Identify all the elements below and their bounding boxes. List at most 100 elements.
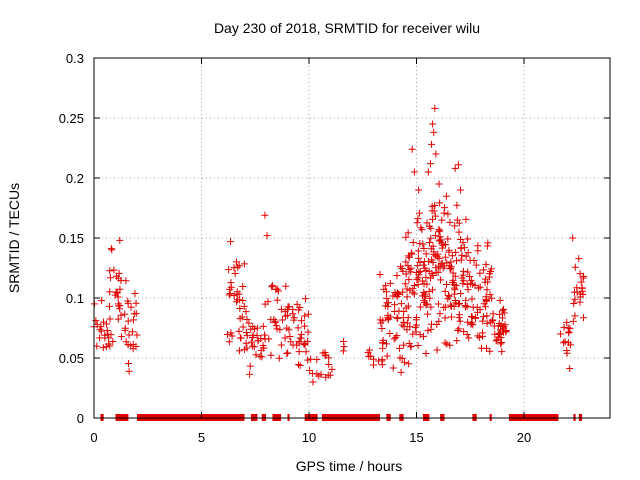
data-point — [457, 256, 465, 264]
data-point — [429, 215, 437, 223]
data-point — [432, 268, 440, 276]
data-point — [106, 288, 114, 296]
data-point — [247, 338, 255, 346]
data-point — [571, 312, 579, 320]
data-point — [304, 328, 312, 336]
x-tick-label: 15 — [409, 430, 423, 445]
data-point — [116, 236, 124, 244]
data-point — [425, 287, 433, 295]
data-point — [236, 296, 244, 304]
data-point — [414, 215, 422, 223]
data-point — [405, 276, 413, 284]
data-point — [416, 268, 424, 276]
data-point — [232, 258, 240, 266]
data-point — [121, 310, 129, 318]
data-point — [98, 297, 106, 305]
data-point — [455, 228, 463, 236]
data-point — [464, 235, 472, 243]
data-point — [239, 296, 247, 304]
data-point — [256, 352, 264, 360]
data-point — [245, 319, 253, 327]
data-point — [428, 256, 436, 264]
data-point — [286, 332, 294, 340]
data-point — [434, 300, 442, 308]
data-point — [465, 334, 473, 342]
data-point — [483, 319, 491, 327]
data-point — [404, 314, 412, 322]
data-point — [458, 251, 466, 259]
data-point — [422, 350, 430, 358]
data-point — [427, 325, 435, 333]
data-point — [103, 326, 111, 334]
data-point — [93, 320, 101, 328]
data-point — [560, 323, 568, 331]
data-point — [116, 285, 124, 293]
data-point — [384, 303, 392, 311]
data-point — [294, 324, 302, 332]
data-point — [427, 234, 435, 242]
data-point — [386, 330, 394, 338]
data-point — [448, 252, 456, 260]
data-point — [422, 250, 430, 258]
data-point — [424, 327, 432, 335]
data-point — [429, 120, 437, 128]
data-point — [234, 263, 242, 271]
data-point — [240, 260, 248, 268]
data-point — [242, 339, 250, 347]
data-point — [243, 332, 251, 340]
data-point — [426, 294, 434, 302]
data-point — [412, 328, 420, 336]
data-point — [422, 273, 430, 281]
data-point — [447, 258, 455, 266]
data-point — [566, 324, 574, 332]
data-point — [429, 242, 437, 250]
data-point — [407, 249, 415, 257]
y-tick-label: 0.05 — [59, 351, 84, 366]
data-point — [451, 222, 459, 230]
data-point — [428, 140, 436, 148]
data-point — [297, 317, 305, 325]
data-point — [115, 302, 123, 310]
data-point — [453, 201, 461, 209]
data-point — [496, 296, 504, 304]
data-point — [462, 215, 470, 223]
data-point — [468, 295, 476, 303]
data-point — [272, 322, 280, 330]
data-point — [466, 273, 474, 281]
data-point — [231, 269, 239, 277]
data-point — [500, 309, 508, 317]
data-point — [467, 276, 475, 284]
data-point — [278, 316, 286, 324]
data-point — [277, 305, 285, 313]
data-point — [367, 352, 375, 360]
data-point — [406, 323, 414, 331]
data-point — [230, 292, 238, 300]
data-point — [281, 334, 289, 342]
data-point — [452, 282, 460, 290]
data-point — [112, 272, 120, 280]
data-point — [414, 247, 422, 255]
data-point — [253, 332, 261, 340]
data-point — [289, 306, 297, 314]
data-point — [401, 280, 409, 288]
data-point — [397, 368, 405, 376]
data-point — [464, 249, 472, 257]
data-point — [483, 344, 491, 352]
data-point — [474, 332, 482, 340]
data-point — [394, 314, 402, 322]
data-point — [402, 258, 410, 266]
data-point — [259, 342, 267, 350]
data-point — [397, 300, 405, 308]
y-tick-label: 0 — [77, 411, 84, 426]
data-point — [131, 289, 139, 297]
data-point — [486, 291, 494, 299]
data-point — [267, 351, 275, 359]
data-point — [380, 285, 388, 293]
data-point — [406, 286, 414, 294]
data-point — [495, 320, 503, 328]
data-point — [488, 294, 496, 302]
data-point — [410, 168, 418, 176]
data-point — [435, 180, 443, 188]
data-point — [460, 244, 468, 252]
data-point — [393, 314, 401, 322]
